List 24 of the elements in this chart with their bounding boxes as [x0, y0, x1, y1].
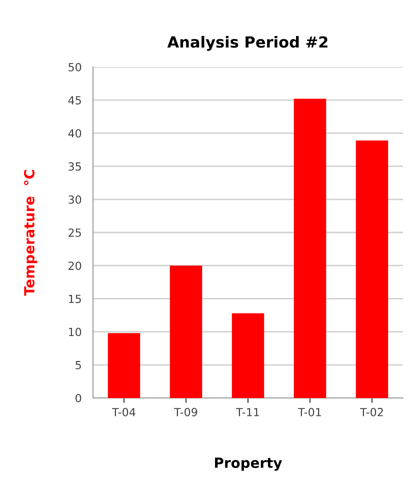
- bar: [170, 266, 202, 398]
- y-tick-label: 35: [68, 162, 81, 171]
- y-axis-title: Temperature °C: [24, 170, 38, 296]
- bar: [232, 313, 264, 398]
- y-tick-label: 0: [76, 394, 82, 402]
- x-tick-label: T-04: [112, 408, 136, 416]
- y-tick-label: 30: [68, 195, 82, 204]
- y-tick-label: 5: [76, 361, 81, 370]
- y-tick-label: 10: [68, 328, 82, 336]
- bar: [356, 140, 388, 398]
- x-tick-label: T-09: [174, 408, 198, 416]
- chart-title: Analysis Period #2: [167, 36, 328, 51]
- x-tick-label: T-01: [298, 408, 321, 416]
- y-tick-label: 45: [68, 96, 81, 104]
- y-tick-label: 40: [68, 129, 82, 138]
- x-axis-title: Property: [215, 458, 282, 471]
- bar: [108, 333, 140, 398]
- bar: [294, 98, 326, 398]
- y-tick-label: 15: [68, 294, 81, 304]
- x-tick-label: T-02: [360, 408, 383, 416]
- x-tick-label: T-11: [236, 408, 259, 416]
- y-tick-label: 50: [68, 62, 82, 72]
- y-tick-label: 25: [68, 228, 81, 237]
- y-tick-label: 20: [68, 262, 82, 270]
